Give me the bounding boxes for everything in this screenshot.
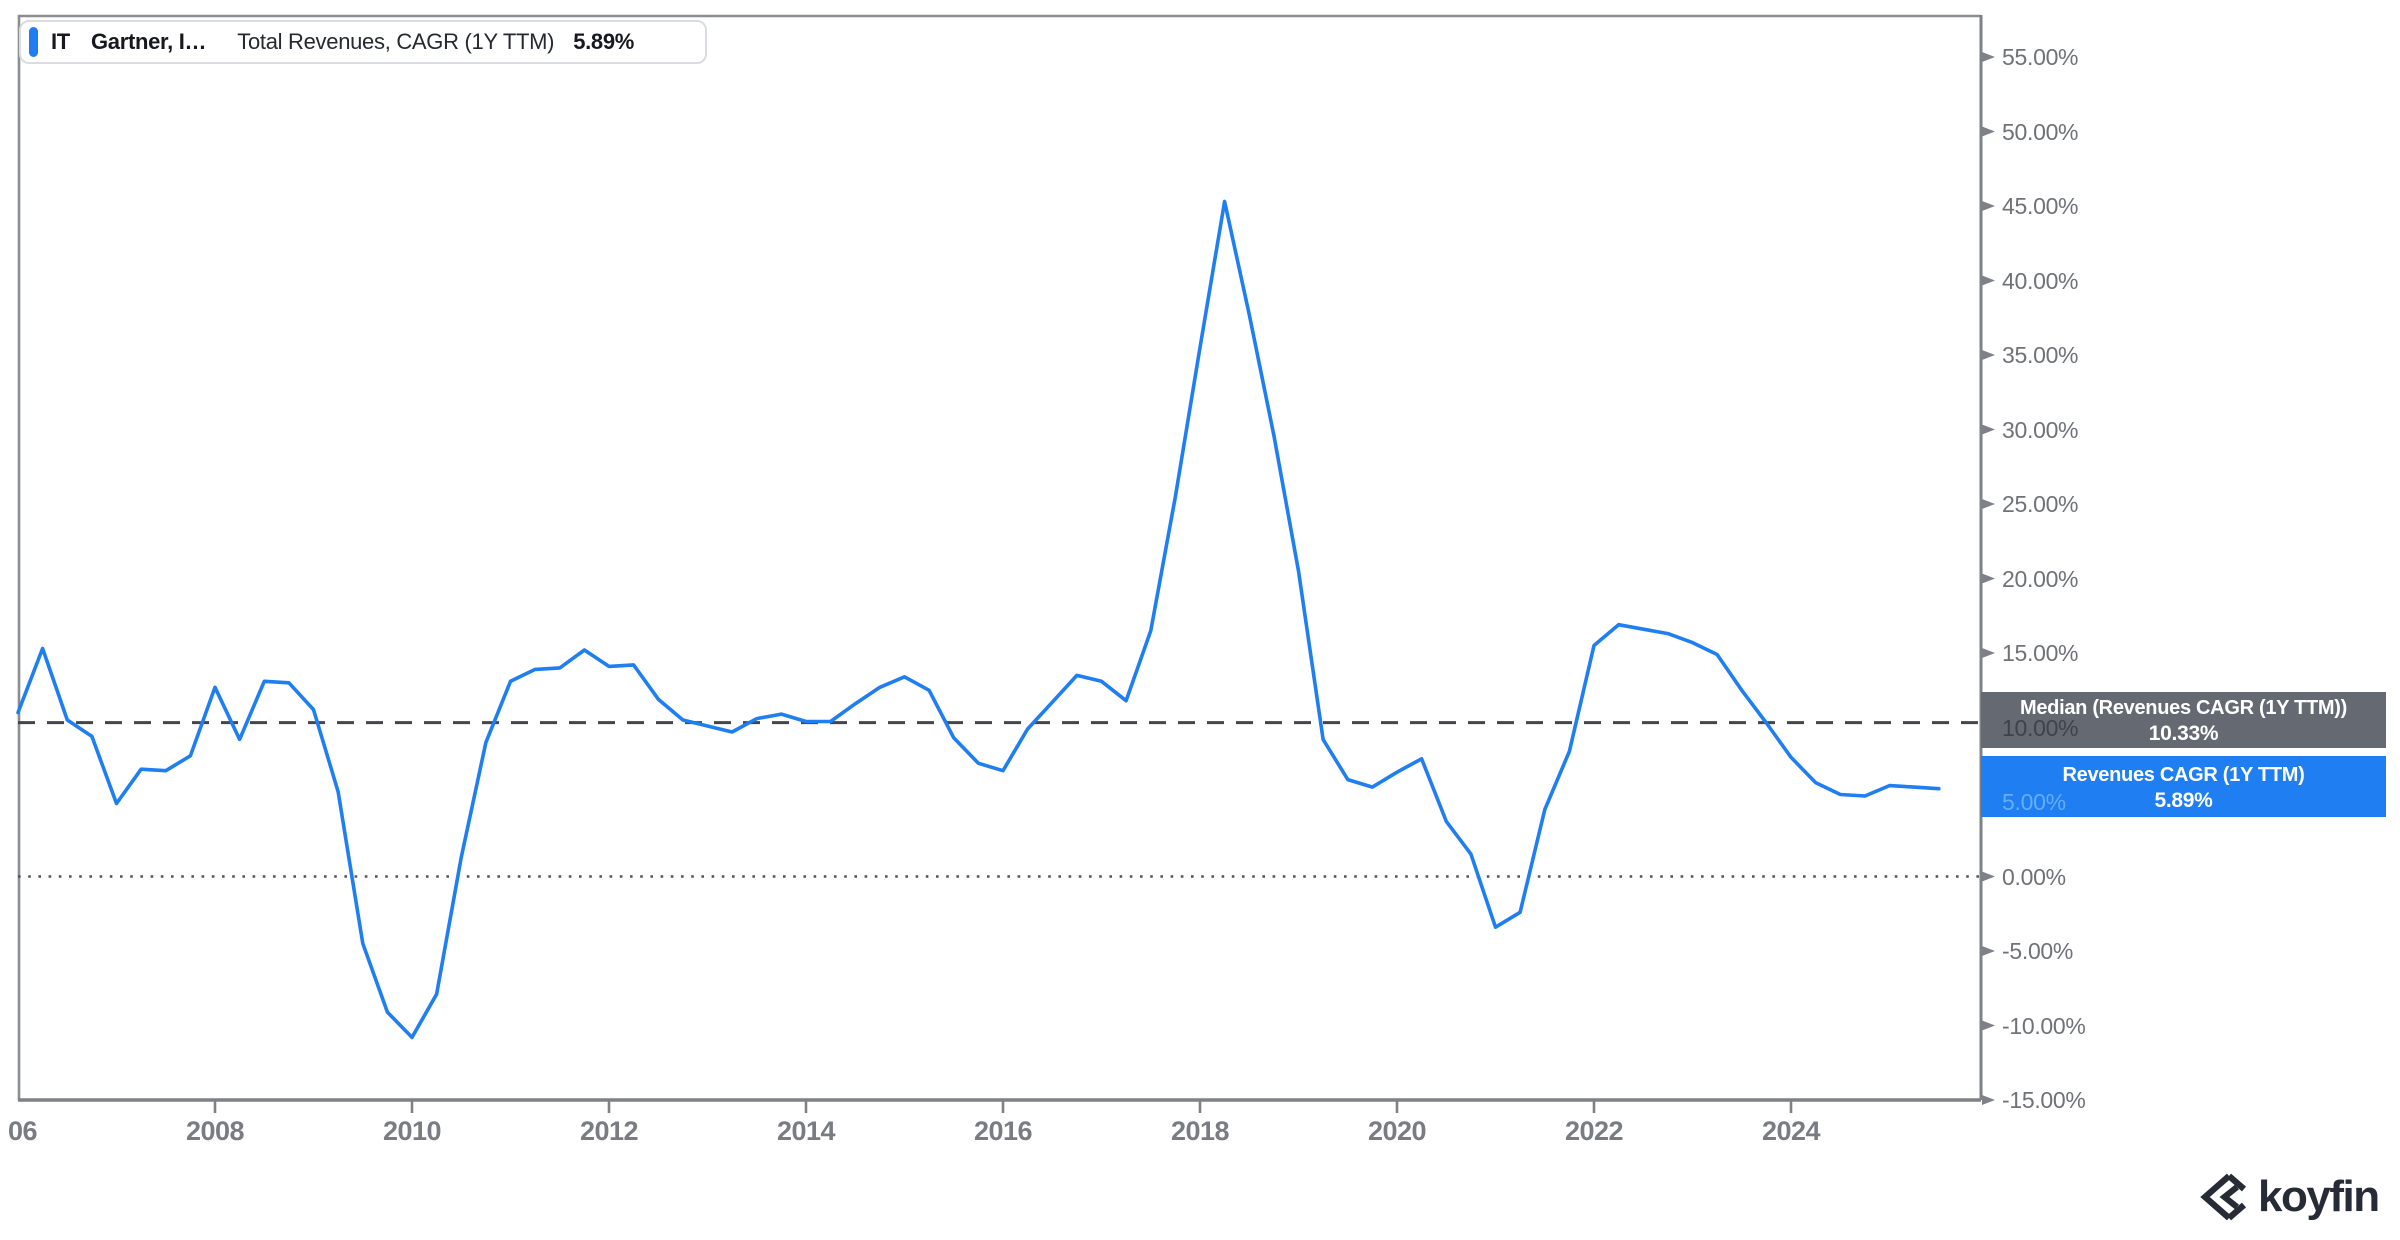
y-tick-label: 25.00% xyxy=(2002,491,2079,517)
y-tick-label: 5.00% xyxy=(2002,789,2066,815)
y-tick-label: -15.00% xyxy=(2002,1087,2086,1113)
y-tick-arrow xyxy=(1982,946,1995,956)
y-tick-label: 15.00% xyxy=(2002,640,2079,666)
revenue-cagr-line xyxy=(16,199,1941,1040)
y-tick-arrow xyxy=(1982,126,1995,137)
y-tick-label: 55.00% xyxy=(2002,44,2079,70)
y-tick-label: 40.00% xyxy=(2002,267,2079,294)
x-tick-label: 2012 xyxy=(579,1116,639,1146)
y-tick-label: 10.00% xyxy=(2002,714,2079,741)
median-badge-value: 10.33% xyxy=(2148,722,2219,745)
y-tick-arrow xyxy=(1982,275,1995,286)
y-tick-arrow xyxy=(1982,424,1995,435)
legend-metric: Total Revenues, CAGR (1Y TTM) xyxy=(237,29,555,54)
x-tick-label: 2016 xyxy=(973,1116,1033,1146)
y-tick-label: -5.00% xyxy=(2002,938,2074,964)
y-tick-label: 30.00% xyxy=(2002,416,2079,443)
last-value-badge: Revenues CAGR (1Y TTM) 5.89% xyxy=(1981,756,2386,817)
y-tick-arrow xyxy=(1982,52,1995,62)
x-tick-label: 2018 xyxy=(1170,1116,1230,1146)
y-tick-label: 20.00% xyxy=(2002,565,2079,592)
x-tick-label: 2014 xyxy=(776,1116,836,1146)
koyfin-watermark-text: koyfin xyxy=(2258,1172,2380,1221)
y-tick-arrow xyxy=(1982,648,1995,658)
x-tick-label: 2024 xyxy=(1761,1116,1821,1146)
koyfin-logo-icon xyxy=(2200,1173,2247,1221)
series-legend[interactable]: IT Gartner, I… Total Revenues, CAGR (1Y … xyxy=(19,20,707,64)
y-tick-arrow xyxy=(1982,1020,1995,1031)
y-tick-arrow xyxy=(1982,1095,1995,1105)
legend-value: 5.89% xyxy=(573,29,635,54)
legend-company: Gartner, I… xyxy=(90,29,207,54)
y-tick-arrow xyxy=(1982,871,1995,882)
y-tick-label: 0.00% xyxy=(2002,863,2066,890)
median-badge-label: Median (Revenues CAGR (1Y TTM)) xyxy=(2019,697,2348,719)
x-tick-label: 2022 xyxy=(1564,1116,1624,1146)
y-tick-arrow xyxy=(1982,499,1995,509)
x-tick-label: 2008 xyxy=(185,1116,245,1146)
y-tick-label: -10.00% xyxy=(2002,1012,2086,1039)
median-value-badge: Median (Revenues CAGR (1Y TTM)) 10.33% xyxy=(1981,692,2386,748)
legend-ticker: IT xyxy=(51,29,70,54)
y-tick-arrow xyxy=(1982,201,1995,211)
last-badge-value: 5.89% xyxy=(2154,789,2213,812)
x-tick-label: 2020 xyxy=(1367,1116,1427,1146)
last-badge-label: Revenues CAGR (1Y TTM) xyxy=(2062,764,2305,786)
koyfin-watermark: koyfin xyxy=(2198,1172,2380,1222)
x-tick-label: 06 xyxy=(8,1116,38,1146)
y-tick-arrow xyxy=(1982,573,1995,584)
x-tick-label: 2010 xyxy=(382,1116,442,1146)
y-tick-label: 50.00% xyxy=(2002,118,2079,145)
series-color-pill xyxy=(29,27,38,57)
y-tick-arrow xyxy=(1982,350,1995,360)
y-tick-label: 35.00% xyxy=(2002,342,2079,368)
y-tick-label: 45.00% xyxy=(2002,193,2079,219)
